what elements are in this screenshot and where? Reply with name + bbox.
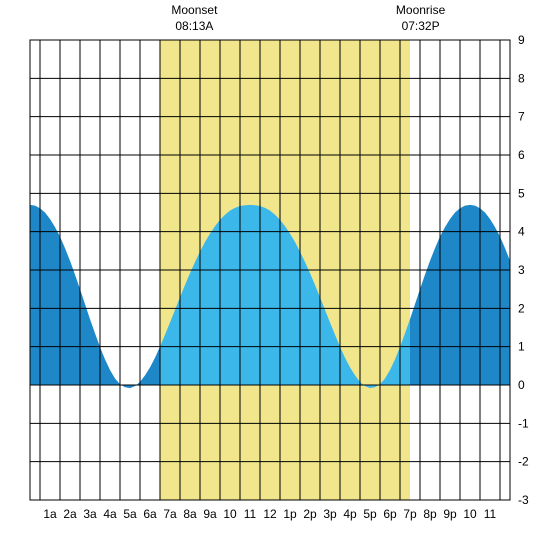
x-tick-label: 10 (463, 507, 477, 521)
y-tick-label: 9 (518, 33, 525, 47)
y-tick-label: 2 (518, 301, 525, 315)
moonset-time: 08:13A (175, 19, 213, 33)
x-tick-label: 5a (123, 507, 137, 521)
x-tick-label: 6a (143, 507, 157, 521)
y-tick-label: 5 (518, 186, 525, 200)
x-tick-label: 2a (63, 507, 77, 521)
x-tick-label: 11 (484, 507, 497, 521)
x-tick-label: 3p (323, 507, 337, 521)
y-tick-label: 8 (518, 71, 525, 85)
x-tick-label: 10 (223, 507, 237, 521)
x-tick-label: 4a (103, 507, 117, 521)
y-tick-label: 7 (518, 110, 525, 124)
x-tick-label: 12 (263, 507, 277, 521)
moonrise-time: 07:32P (402, 19, 440, 33)
y-tick-label: 3 (518, 263, 525, 277)
x-tick-label: 8a (183, 507, 197, 521)
y-tick-label: 0 (518, 378, 525, 392)
x-tick-label: 6p (383, 507, 397, 521)
y-tick-label: -3 (518, 493, 529, 507)
x-tick-label: 7p (403, 507, 417, 521)
tide-chart: -3-2-101234567891a2a3a4a5a6a7a8a9a101112… (0, 0, 550, 550)
y-tick-label: 1 (518, 340, 525, 354)
y-tick-label: 6 (518, 148, 525, 162)
x-tick-label: 1p (283, 507, 297, 521)
y-tick-label: 4 (518, 225, 525, 239)
y-tick-label: -2 (518, 455, 529, 469)
x-tick-label: 4p (343, 507, 357, 521)
x-tick-label: 3a (83, 507, 97, 521)
x-tick-label: 9p (443, 507, 457, 521)
y-tick-label: -1 (518, 416, 529, 430)
x-tick-label: 7a (163, 507, 177, 521)
x-tick-label: 8p (423, 507, 437, 521)
x-tick-label: 1a (43, 507, 57, 521)
moonrise-title: Moonrise (396, 3, 446, 17)
moonset-title: Moonset (171, 3, 218, 17)
x-tick-label: 9a (203, 507, 217, 521)
x-tick-label: 2p (303, 507, 317, 521)
x-tick-label: 11 (244, 507, 257, 521)
x-tick-label: 5p (363, 507, 377, 521)
